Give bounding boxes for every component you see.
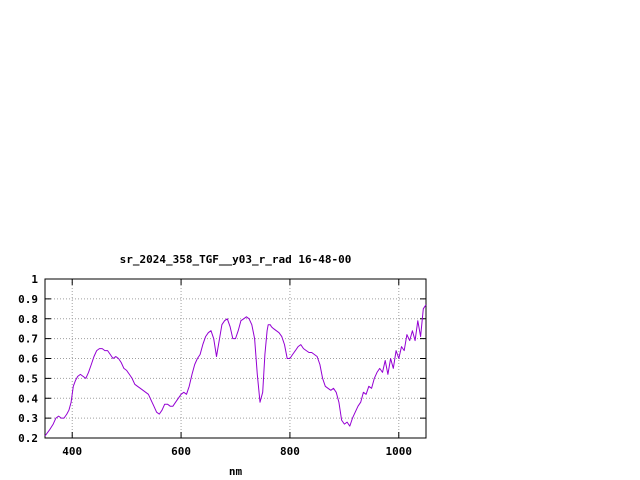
y-tick-label: 0.4 — [18, 392, 38, 405]
x-tick-label: 800 — [280, 445, 300, 458]
y-tick-label: 0.7 — [18, 333, 38, 346]
axis-ticks: 0.2 0.3 0.4 0.5 0.6 0.7 0.8 0.9 1 400 600 800 1000 — [18, 273, 426, 458]
y-tick-label: 0.3 — [18, 412, 38, 425]
y-tick-label: 0.5 — [18, 372, 38, 385]
x-axis-label: nm — [229, 465, 243, 478]
y-tick-label: 1 — [31, 273, 38, 286]
x-tick-label: 1000 — [386, 445, 413, 458]
y-tick-label: 0.6 — [18, 353, 38, 366]
y-tick-label: 0.8 — [18, 313, 38, 326]
y-tick-label: 0.2 — [18, 432, 38, 445]
grid — [45, 279, 426, 438]
chart-title: sr_2024_358_TGF__y03_r_rad 16-48-00 — [120, 253, 352, 266]
series-line — [44, 304, 427, 437]
x-tick-label: 600 — [171, 445, 191, 458]
series-layer — [44, 304, 427, 437]
x-tick-label: 400 — [62, 445, 82, 458]
y-tick-label: 0.9 — [18, 293, 38, 306]
